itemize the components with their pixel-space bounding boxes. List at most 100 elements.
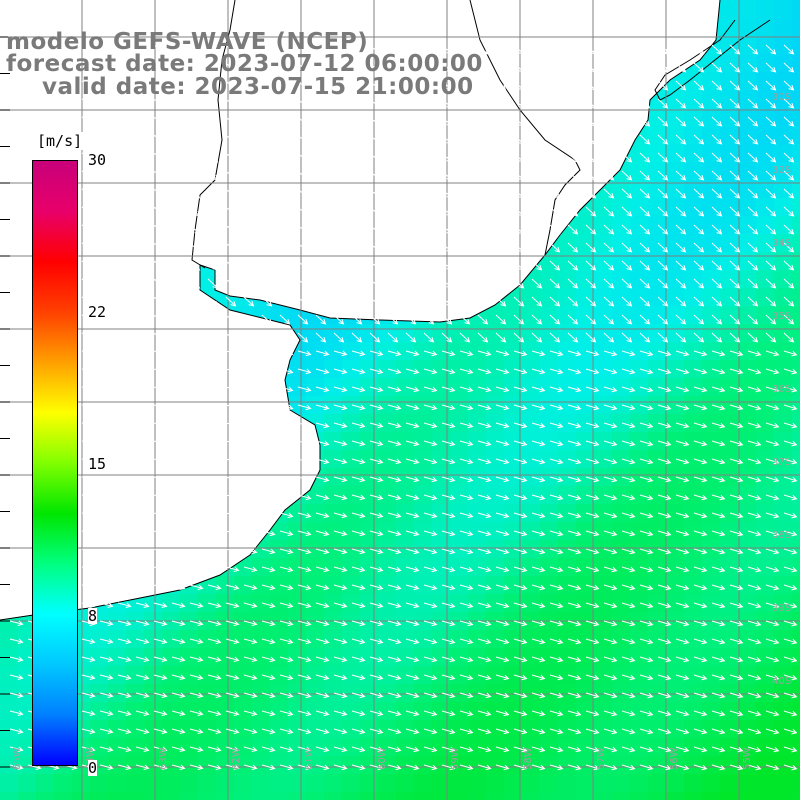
wind-arrow <box>9 224 21 235</box>
wind-arrow <box>621 602 636 609</box>
wind-arrow <box>603 152 615 163</box>
wind-arrow <box>693 620 708 627</box>
wind-arrow <box>765 584 780 591</box>
wind-arrow <box>513 422 528 429</box>
wind-cell <box>702 180 720 198</box>
wind-cell <box>720 648 738 666</box>
wind-arrow <box>441 350 456 357</box>
wind-arrow <box>225 62 237 73</box>
wind-arrow <box>675 152 687 163</box>
wind-arrow <box>765 548 780 555</box>
wind-cell <box>198 630 216 648</box>
wind-cell <box>432 576 450 594</box>
wind-arrow <box>459 224 471 235</box>
wind-cell <box>648 504 666 522</box>
wind-arrow <box>333 494 348 501</box>
wind-cell <box>378 558 396 576</box>
wind-cell <box>198 594 216 612</box>
wind-arrow <box>135 512 150 519</box>
wind-arrow <box>207 134 219 145</box>
wind-arrow <box>747 584 762 591</box>
wind-arrow <box>567 512 582 519</box>
wind-arrow <box>657 116 669 127</box>
wind-arrow <box>513 80 525 91</box>
wind-arrow <box>405 656 420 663</box>
wind-cell <box>756 486 774 504</box>
wind-cell <box>198 684 216 702</box>
wind-arrow <box>621 530 636 537</box>
wind-arrow <box>441 512 456 519</box>
wind-arrow <box>459 530 474 537</box>
wind-cell <box>774 360 792 378</box>
wind-arrow <box>549 566 564 573</box>
wind-arrow <box>459 440 474 447</box>
wind-cell <box>594 216 612 234</box>
wind-cell <box>180 648 198 666</box>
wind-arrow <box>135 692 150 699</box>
wind-cell <box>630 198 648 216</box>
wind-arrow <box>477 242 489 253</box>
wind-arrow <box>729 728 744 735</box>
wind-arrow <box>189 224 201 235</box>
wind-arrow <box>261 152 273 163</box>
wind-cell <box>18 774 36 792</box>
wind-cell <box>360 594 378 612</box>
wind-arrow <box>117 602 132 608</box>
wind-arrow <box>189 602 204 609</box>
wind-arrow <box>585 116 597 127</box>
wind-arrow <box>261 512 276 519</box>
wind-cell <box>702 270 720 288</box>
wind-cell <box>450 360 468 378</box>
wind-arrow <box>99 764 114 770</box>
wind-arrow <box>747 566 762 573</box>
wind-arrow <box>567 440 582 447</box>
wind-arrow <box>117 188 129 199</box>
wind-arrow <box>567 170 579 181</box>
longitude-label: 64W <box>85 747 96 770</box>
wind-cell <box>630 648 648 666</box>
wind-arrow <box>207 278 219 289</box>
wind-arrow <box>189 440 204 447</box>
wind-arrow <box>315 674 330 681</box>
wind-arrow <box>279 692 294 699</box>
wind-arrow <box>189 242 201 253</box>
wind-arrow <box>657 656 672 663</box>
wind-arrow <box>405 566 420 573</box>
wind-cell <box>342 378 360 396</box>
wind-arrow <box>729 62 741 73</box>
wind-arrow <box>171 188 183 199</box>
wind-cell <box>540 324 558 342</box>
wind-cell <box>612 216 630 234</box>
wind-arrow <box>405 44 417 55</box>
wind-cell <box>792 792 800 800</box>
wind-arrow <box>531 296 543 307</box>
wind-cell <box>612 396 630 414</box>
wind-arrow <box>567 368 582 375</box>
wind-cell <box>666 378 684 396</box>
wind-arrow <box>747 620 762 627</box>
wind-cell <box>0 774 18 792</box>
wind-cell <box>630 396 648 414</box>
wind-arrow <box>153 602 168 609</box>
wind-cell <box>396 378 414 396</box>
wind-arrow <box>279 620 294 627</box>
wind-arrow <box>621 332 633 343</box>
wind-arrow <box>459 170 471 181</box>
wind-arrow <box>189 404 204 411</box>
wind-arrow <box>477 206 489 217</box>
wind-arrow <box>261 80 273 91</box>
wind-arrow <box>441 548 456 555</box>
wind-arrow <box>549 656 564 663</box>
wind-arrow <box>207 584 222 591</box>
wind-arrow <box>171 728 186 735</box>
wind-cell <box>720 342 738 360</box>
wind-arrow <box>405 530 420 537</box>
wind-cell <box>360 342 378 360</box>
wind-cell <box>720 162 738 180</box>
wind-arrow <box>261 206 273 217</box>
wind-cell <box>792 360 800 378</box>
wind-cell <box>468 720 486 738</box>
wind-cell <box>684 270 702 288</box>
wind-cell <box>306 378 324 396</box>
wind-arrow <box>441 476 456 483</box>
